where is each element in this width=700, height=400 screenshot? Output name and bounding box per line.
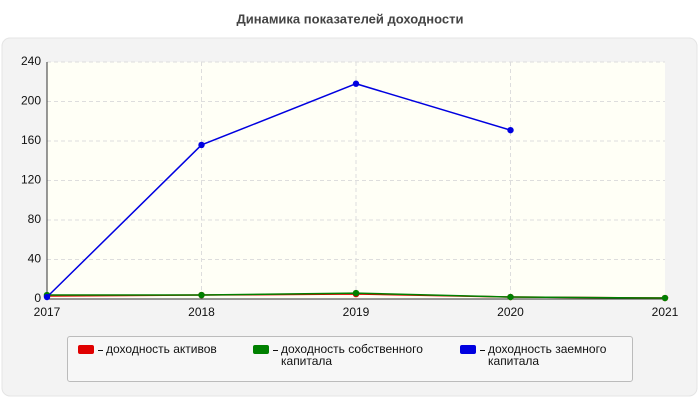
- series-line: [46, 82, 511, 298]
- point: [352, 289, 360, 297]
- point: [507, 293, 514, 301]
- y-tick-label: 0: [34, 291, 41, 305]
- y-tick-label: 200: [21, 94, 41, 108]
- legend-label: доходность собственного капитала: [281, 342, 423, 368]
- x-tick-label: 2017: [34, 305, 61, 319]
- legend-dash: [480, 350, 485, 351]
- y-tick-label: 240: [21, 54, 41, 68]
- y-tick-label: 80: [28, 212, 42, 226]
- point: [198, 291, 205, 299]
- chart-title: Динамика показателей доходности: [236, 11, 463, 26]
- x-tick-label: 2019: [343, 305, 370, 319]
- legend-item: доходность собственного капитала: [253, 343, 441, 367]
- x-tick-label: 2020: [497, 305, 524, 319]
- point: [661, 294, 669, 302]
- legend-dash: [98, 350, 103, 351]
- point: [43, 293, 51, 301]
- legend: доходность активов доходность собственног…: [67, 336, 633, 382]
- legend-swatch: [78, 345, 94, 354]
- x-tick-label: 2021: [652, 305, 679, 319]
- point: [352, 80, 360, 87]
- legend-label: доходность активов: [106, 342, 217, 356]
- point: [507, 126, 514, 134]
- legend-item: доходность заемного капитала: [460, 343, 648, 367]
- point: [198, 141, 205, 149]
- legend-item: доходность активов: [78, 343, 266, 355]
- x-tick-label: 2018: [188, 305, 215, 319]
- y-tick-label: 40: [28, 252, 42, 266]
- legend-label: доходность заемного капитала: [488, 342, 607, 368]
- y-tick-label: 160: [21, 133, 41, 147]
- y-tick-label: 120: [21, 173, 41, 187]
- legend-dash: [273, 350, 278, 351]
- legend-swatch: [253, 345, 269, 354]
- legend-swatch: [460, 345, 476, 354]
